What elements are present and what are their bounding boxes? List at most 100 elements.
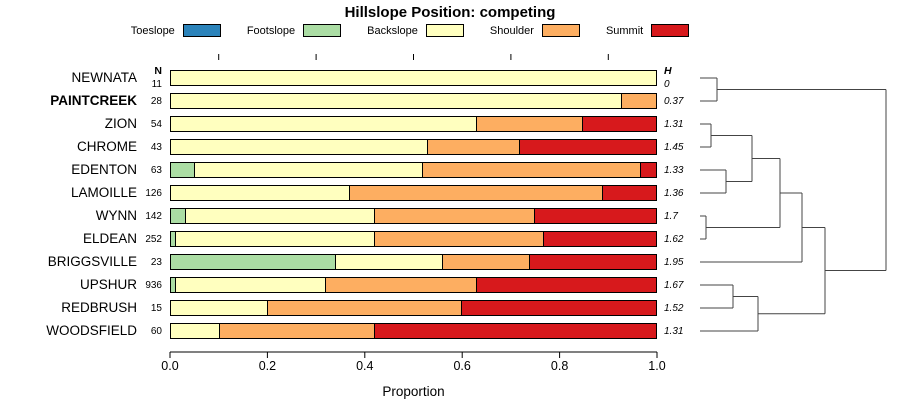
bar xyxy=(170,116,657,132)
bar-segment-summit xyxy=(476,278,656,292)
h-value: 1.36 xyxy=(664,188,684,199)
legend-swatch-toeslope xyxy=(182,24,221,37)
h-value: 1.33 xyxy=(664,165,684,176)
bar xyxy=(170,231,657,247)
bar-segment-backslope xyxy=(171,71,656,85)
bar-segment-footslope xyxy=(171,232,176,246)
bar xyxy=(170,254,657,270)
legend-swatch-summit xyxy=(651,24,690,37)
legend-item-footslope: Footslope xyxy=(246,24,342,37)
bar-segment-shoulder xyxy=(428,140,521,154)
bar-segment-shoulder xyxy=(476,117,584,131)
h-value: 1.67 xyxy=(664,280,684,291)
bar-segment-summit xyxy=(534,209,656,223)
n-value: 60 xyxy=(150,326,162,337)
n-value: 54 xyxy=(150,119,162,130)
x-tick-label: 0.4 xyxy=(356,359,374,373)
bar-segment-footslope xyxy=(171,255,336,269)
h-column-header: H xyxy=(664,65,672,77)
legend-swatch-shoulder xyxy=(541,24,580,37)
bar xyxy=(170,93,657,109)
row-label: REDBRUSH xyxy=(61,300,137,315)
n-value: 126 xyxy=(145,188,162,199)
legend-label: Footslope xyxy=(246,24,296,37)
bar-segment-backslope xyxy=(171,94,623,108)
bar-segment-shoulder xyxy=(374,232,545,246)
bar-segment-backslope xyxy=(185,209,375,223)
bar xyxy=(170,139,657,155)
legend-label: Toeslope xyxy=(130,24,175,37)
x-tick-label: 0.2 xyxy=(258,359,277,373)
bar-segment-backslope xyxy=(171,324,220,338)
n-value: 63 xyxy=(150,165,162,176)
bar xyxy=(170,277,657,293)
row-label: UPSHUR xyxy=(79,277,137,292)
row-label: BRIGGSVILLE xyxy=(47,254,137,269)
n-value: 23 xyxy=(150,257,162,268)
h-value: 0 xyxy=(664,79,670,90)
h-value: 0.37 xyxy=(664,96,684,107)
bar-segment-footslope xyxy=(171,163,196,177)
bar-segment-summit xyxy=(520,140,656,154)
bar-segment-shoulder xyxy=(622,94,656,108)
bar-segment-summit xyxy=(602,186,656,200)
legend: Toeslope Footslope Backslope Shoulder Su… xyxy=(0,24,820,37)
row-label: PAINTCREEK xyxy=(50,93,137,108)
bar-segment-shoulder xyxy=(326,278,477,292)
h-value: 1.31 xyxy=(664,326,684,337)
x-tick-label: 0.0 xyxy=(161,359,179,373)
x-tick-label: 0.8 xyxy=(550,359,569,373)
bar-segment-footslope xyxy=(171,278,176,292)
n-value: 15 xyxy=(150,303,162,314)
bar-segment-summit xyxy=(544,232,656,246)
row-label: WYNN xyxy=(95,208,137,223)
h-value: 1.45 xyxy=(664,142,684,153)
bar xyxy=(170,300,657,316)
bar xyxy=(170,185,657,201)
bar-segment-summit xyxy=(641,163,656,177)
bar-segment-backslope xyxy=(171,186,351,200)
chart-title: Hillslope Position: competing xyxy=(344,4,556,21)
bar-segment-backslope xyxy=(195,163,424,177)
legend-label: Summit xyxy=(605,24,644,37)
n-value: 28 xyxy=(150,96,162,107)
legend-item-summit: Summit xyxy=(605,24,690,37)
row-label: LAMOILLE xyxy=(70,185,137,200)
n-column-header: N xyxy=(154,65,162,77)
bar xyxy=(170,70,657,86)
n-value: 11 xyxy=(151,79,162,90)
bar-segment-shoulder xyxy=(374,209,535,223)
n-value: 142 xyxy=(145,211,162,222)
bar-segment-backslope xyxy=(175,278,327,292)
row-label: ELDEAN xyxy=(82,231,137,246)
row-label: ZION xyxy=(104,116,137,131)
bar-segment-backslope xyxy=(171,140,429,154)
row-label: NEWNATA xyxy=(71,70,138,85)
h-value: 1.7 xyxy=(664,211,678,222)
bar-segment-summit xyxy=(462,301,656,315)
x-axis-title: Proportion xyxy=(382,384,445,399)
h-value: 1.52 xyxy=(664,303,684,314)
legend-swatch-footslope xyxy=(303,24,342,37)
h-value: 1.62 xyxy=(664,234,684,245)
bar-segment-shoulder xyxy=(268,301,462,315)
legend-item-backslope: Backslope xyxy=(367,24,464,37)
bar-segment-backslope xyxy=(171,117,477,131)
legend-swatch-backslope xyxy=(425,24,464,37)
row-label: CHROME xyxy=(77,139,137,154)
bar xyxy=(170,208,657,224)
row-label: EDENTON xyxy=(71,162,137,177)
bar-segment-backslope xyxy=(171,301,268,315)
h-value: 1.95 xyxy=(664,257,684,268)
row-label: WOODSFIELD xyxy=(46,323,137,338)
bar-segment-summit xyxy=(374,324,656,338)
bar-segment-summit xyxy=(583,117,656,131)
bar xyxy=(170,323,657,339)
n-value: 43 xyxy=(150,142,162,153)
x-tick-label: 0.6 xyxy=(453,359,471,373)
legend-item-toeslope: Toeslope xyxy=(131,24,221,37)
bar-segment-backslope xyxy=(335,255,443,269)
bar-segment-shoulder xyxy=(219,324,375,338)
